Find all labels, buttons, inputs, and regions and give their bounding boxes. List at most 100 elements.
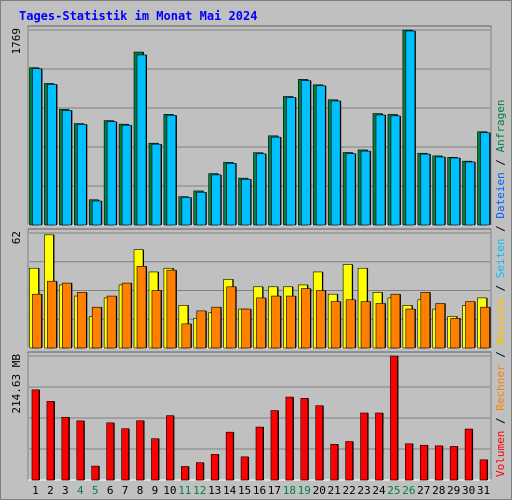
bar-volumen-20 <box>315 405 324 481</box>
legend-separator: / <box>494 278 507 298</box>
bar-dateien-4 <box>76 124 87 226</box>
legend-item-dateien: Dateien <box>494 172 507 218</box>
bar-dateien-7 <box>121 124 132 226</box>
x-tick-label-2: 2 <box>47 484 54 497</box>
bar-volumen-18 <box>285 396 294 481</box>
bar-volumen-5 <box>91 465 100 481</box>
bar-volumen-21 <box>330 443 338 481</box>
bar-rechner-16 <box>256 297 266 349</box>
bar-dateien-9 <box>151 143 162 226</box>
bar-volumen-6 <box>106 422 114 481</box>
bar-rechner-21 <box>330 301 341 349</box>
bar-rechner-31 <box>480 306 490 349</box>
bar-volumen-17 <box>270 410 279 481</box>
bar-volumen-11 <box>181 466 189 481</box>
bar-rechner-29 <box>450 318 460 349</box>
bar-dateien-26 <box>405 30 416 226</box>
bar-rechner-6 <box>106 295 117 349</box>
bar-volumen-7 <box>121 428 129 481</box>
bar-rechner-11 <box>181 323 192 349</box>
bar-rechner-20 <box>315 290 326 349</box>
bar-volumen-10 <box>166 415 174 481</box>
bar-dateien-1 <box>32 68 42 226</box>
x-tick-label-30: 30 <box>462 484 475 497</box>
bar-dateien-8 <box>136 54 147 226</box>
bar-rechner-23 <box>360 301 371 349</box>
bar-dateien-22 <box>345 153 356 226</box>
legend-text: Volumen / Rechner / Besuche / Seiten / D… <box>494 99 507 477</box>
x-tick-label-21: 21 <box>328 484 341 497</box>
legend-item-volumen: Volumen <box>494 431 507 477</box>
x-tick-label-12: 12 <box>193 484 206 497</box>
x-tick-label-19: 19 <box>298 484 311 497</box>
bar-volumen-28 <box>434 445 443 481</box>
x-tick-label-26: 26 <box>402 484 415 497</box>
x-tick-label-27: 27 <box>417 484 430 497</box>
bar-volumen-3 <box>61 416 70 481</box>
x-tick-label-5: 5 <box>92 484 99 497</box>
chart-title: Tages-Statistik im Monat Mai 2024 <box>19 9 257 23</box>
panel-top-max-label: 1769 <box>10 28 23 55</box>
x-tick-label-22: 22 <box>342 484 355 497</box>
panel-top: 1769 <box>10 25 492 226</box>
x-tick-label-15: 15 <box>238 484 251 497</box>
bar-dateien-31 <box>480 132 490 226</box>
bar-volumen-2 <box>46 401 55 481</box>
bar-dateien-5 <box>91 200 102 226</box>
bar-volumen-4 <box>76 420 85 481</box>
bar-dateien-17 <box>271 136 281 226</box>
x-tick-label-9: 9 <box>152 484 159 497</box>
bar-volumen-8 <box>136 420 144 481</box>
bar-rechner-28 <box>435 303 446 349</box>
bar-rechner-24 <box>375 303 386 349</box>
bar-rechner-7 <box>121 282 132 349</box>
bar-dateien-20 <box>315 85 326 226</box>
x-tick-label-6: 6 <box>107 484 114 497</box>
bar-rechner-14 <box>226 286 236 349</box>
bar-rechner-19 <box>301 288 311 349</box>
bar-dateien-25 <box>390 115 401 226</box>
x-tick-label-17: 17 <box>268 484 281 497</box>
x-tick-label-10: 10 <box>163 484 176 497</box>
bar-volumen-19 <box>300 398 309 481</box>
bar-volumen-9 <box>151 438 159 481</box>
legend-separator: / <box>494 345 507 365</box>
bar-dateien-18 <box>286 97 296 226</box>
x-tick-label-3: 3 <box>62 484 69 497</box>
x-tick-label-1: 1 <box>32 484 39 497</box>
bar-rechner-17 <box>271 295 281 349</box>
x-tick-label-14: 14 <box>223 484 237 497</box>
bar-volumen-15 <box>240 456 249 481</box>
bar-dateien-6 <box>106 121 117 226</box>
x-tick-label-13: 13 <box>208 484 221 497</box>
bar-dateien-30 <box>465 161 475 226</box>
x-tick-label-11: 11 <box>178 484 191 497</box>
x-tick-label-24: 24 <box>372 484 386 497</box>
legend-item-besuche: Besuche <box>494 298 507 344</box>
x-tick-label-7: 7 <box>122 484 129 497</box>
x-tick-label-31: 31 <box>477 484 490 497</box>
legend-separator: / <box>494 219 507 239</box>
bar-dateien-23 <box>360 150 371 226</box>
bar-dateien-13 <box>211 174 221 226</box>
bar-volumen-16 <box>255 426 264 481</box>
legend-item-rechner: Rechner <box>494 364 507 411</box>
bar-rechner-3 <box>62 282 72 349</box>
bar-rechner-26 <box>405 308 416 349</box>
bar-rechner-5 <box>91 306 102 349</box>
bar-rechner-13 <box>211 306 221 349</box>
bar-volumen-27 <box>419 444 428 481</box>
legend-separator: / <box>494 411 507 431</box>
bar-dateien-2 <box>47 84 57 226</box>
bar-rechner-4 <box>76 292 87 349</box>
bar-dateien-27 <box>420 153 431 226</box>
bar-rechner-27 <box>420 292 431 349</box>
bar-rechner-30 <box>465 301 475 349</box>
x-tick-label-28: 28 <box>432 484 445 497</box>
bar-dateien-3 <box>62 110 72 226</box>
bar-dateien-14 <box>226 163 236 226</box>
bar-volumen-14 <box>225 431 234 481</box>
x-tick-label-8: 8 <box>137 484 144 497</box>
